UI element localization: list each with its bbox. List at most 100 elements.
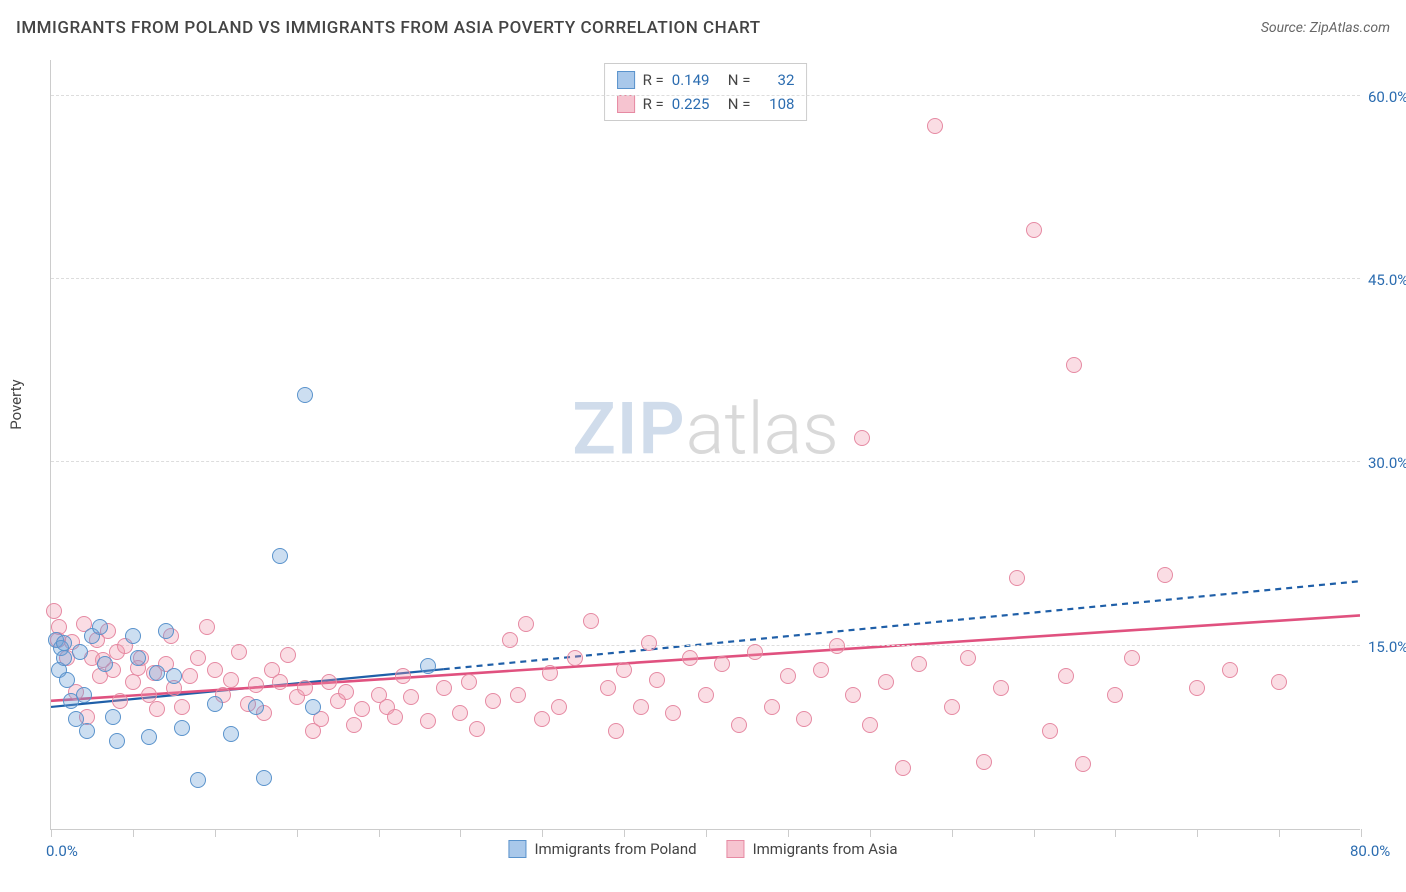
data-point-asia bbox=[469, 721, 485, 737]
chart-title: IMMIGRANTS FROM POLAND VS IMMIGRANTS FRO… bbox=[16, 18, 761, 38]
data-point-asia bbox=[112, 693, 128, 709]
legend-correlation-row-poland: R = 0.149 N = 32 bbox=[617, 68, 795, 92]
data-point-poland bbox=[56, 650, 72, 666]
x-tick bbox=[1034, 829, 1035, 837]
data-point-asia bbox=[960, 650, 976, 666]
data-point-asia bbox=[780, 668, 796, 684]
data-point-asia bbox=[813, 662, 829, 678]
data-point-asia bbox=[1075, 756, 1091, 772]
x-tick bbox=[706, 829, 707, 837]
legend-correlation: R =0.149N =32R =0.225N =108 bbox=[604, 63, 808, 121]
data-point-asia bbox=[182, 668, 198, 684]
x-tick bbox=[952, 829, 953, 837]
data-point-asia bbox=[280, 647, 296, 663]
data-point-poland bbox=[92, 619, 108, 635]
x-tick bbox=[133, 829, 134, 837]
legend-r-label: R = bbox=[643, 68, 664, 92]
data-point-asia bbox=[420, 713, 436, 729]
legend-series-label: Immigrants from Poland bbox=[534, 840, 696, 858]
data-point-poland bbox=[174, 720, 190, 736]
chart-source: Source: ZipAtlas.com bbox=[1261, 20, 1390, 36]
data-point-asia bbox=[698, 687, 714, 703]
x-tick bbox=[1115, 829, 1116, 837]
data-point-asia bbox=[354, 701, 370, 717]
data-point-asia bbox=[927, 118, 943, 134]
data-point-asia bbox=[207, 662, 223, 678]
x-tick bbox=[624, 829, 625, 837]
data-point-asia bbox=[551, 699, 567, 715]
grid-line bbox=[51, 278, 1360, 279]
data-point-asia bbox=[1042, 723, 1058, 739]
data-point-asia bbox=[321, 674, 337, 690]
x-tick-label-min: 0.0% bbox=[46, 842, 78, 860]
data-point-asia bbox=[190, 650, 206, 666]
data-point-asia bbox=[395, 668, 411, 684]
data-point-asia bbox=[682, 650, 698, 666]
x-tick bbox=[542, 829, 543, 837]
x-tick bbox=[51, 829, 52, 837]
chart-header: IMMIGRANTS FROM POLAND VS IMMIGRANTS FRO… bbox=[16, 18, 1390, 38]
legend-series-item: Immigrants from Asia bbox=[727, 840, 898, 858]
data-point-poland bbox=[305, 699, 321, 715]
legend-swatch bbox=[727, 840, 745, 858]
data-point-asia bbox=[641, 635, 657, 651]
grid-line bbox=[51, 645, 1360, 646]
watermark: ZIPatlas bbox=[572, 387, 839, 472]
data-point-asia bbox=[452, 705, 468, 721]
data-point-asia bbox=[1271, 674, 1287, 690]
watermark-left: ZIP bbox=[572, 387, 685, 472]
data-point-asia bbox=[141, 687, 157, 703]
legend-n-value: 32 bbox=[758, 68, 794, 92]
grid-line bbox=[51, 95, 1360, 96]
data-point-asia bbox=[518, 616, 534, 632]
legend-r-value: 0.149 bbox=[672, 68, 720, 92]
data-point-poland bbox=[97, 656, 113, 672]
legend-series-label: Immigrants from Asia bbox=[753, 840, 898, 858]
y-axis-label: Poverty bbox=[7, 379, 25, 429]
data-point-asia bbox=[436, 680, 452, 696]
data-point-poland bbox=[109, 733, 125, 749]
y-tick-label: 45.0% bbox=[1368, 271, 1406, 289]
data-point-poland bbox=[125, 628, 141, 644]
data-point-poland bbox=[207, 696, 223, 712]
data-point-asia bbox=[1124, 650, 1140, 666]
data-point-asia bbox=[510, 687, 526, 703]
data-point-poland bbox=[166, 668, 182, 684]
legend-swatch bbox=[617, 71, 635, 89]
data-point-poland bbox=[158, 623, 174, 639]
data-point-asia bbox=[1222, 662, 1238, 678]
trend-lines bbox=[51, 60, 1360, 829]
data-point-asia bbox=[1009, 570, 1025, 586]
data-point-asia bbox=[297, 680, 313, 696]
x-tick bbox=[379, 829, 380, 837]
data-point-asia bbox=[600, 680, 616, 696]
data-point-asia bbox=[829, 638, 845, 654]
x-tick bbox=[788, 829, 789, 837]
data-point-poland bbox=[105, 709, 121, 725]
data-point-asia bbox=[976, 754, 992, 770]
data-point-asia bbox=[878, 674, 894, 690]
data-point-asia bbox=[796, 711, 812, 727]
legend-series-item: Immigrants from Poland bbox=[508, 840, 696, 858]
data-point-asia bbox=[845, 687, 861, 703]
data-point-asia bbox=[944, 699, 960, 715]
data-point-asia bbox=[1157, 567, 1173, 583]
data-point-asia bbox=[387, 709, 403, 725]
legend-n-label: N = bbox=[728, 68, 751, 92]
x-tick bbox=[460, 829, 461, 837]
data-point-asia bbox=[895, 760, 911, 776]
data-point-asia bbox=[1189, 680, 1205, 696]
scatter-plot: ZIPatlas R =0.149N =32R =0.225N =108 bbox=[50, 60, 1360, 830]
data-point-asia bbox=[46, 603, 62, 619]
data-point-poland bbox=[72, 644, 88, 660]
data-point-poland bbox=[141, 729, 157, 745]
data-point-poland bbox=[149, 665, 165, 681]
grid-line bbox=[51, 461, 1360, 462]
legend-swatch bbox=[508, 840, 526, 858]
legend-swatch bbox=[617, 95, 635, 113]
data-point-asia bbox=[231, 644, 247, 660]
data-point-asia bbox=[1066, 357, 1082, 373]
data-point-asia bbox=[993, 680, 1009, 696]
data-point-poland bbox=[59, 672, 75, 688]
data-point-asia bbox=[714, 656, 730, 672]
